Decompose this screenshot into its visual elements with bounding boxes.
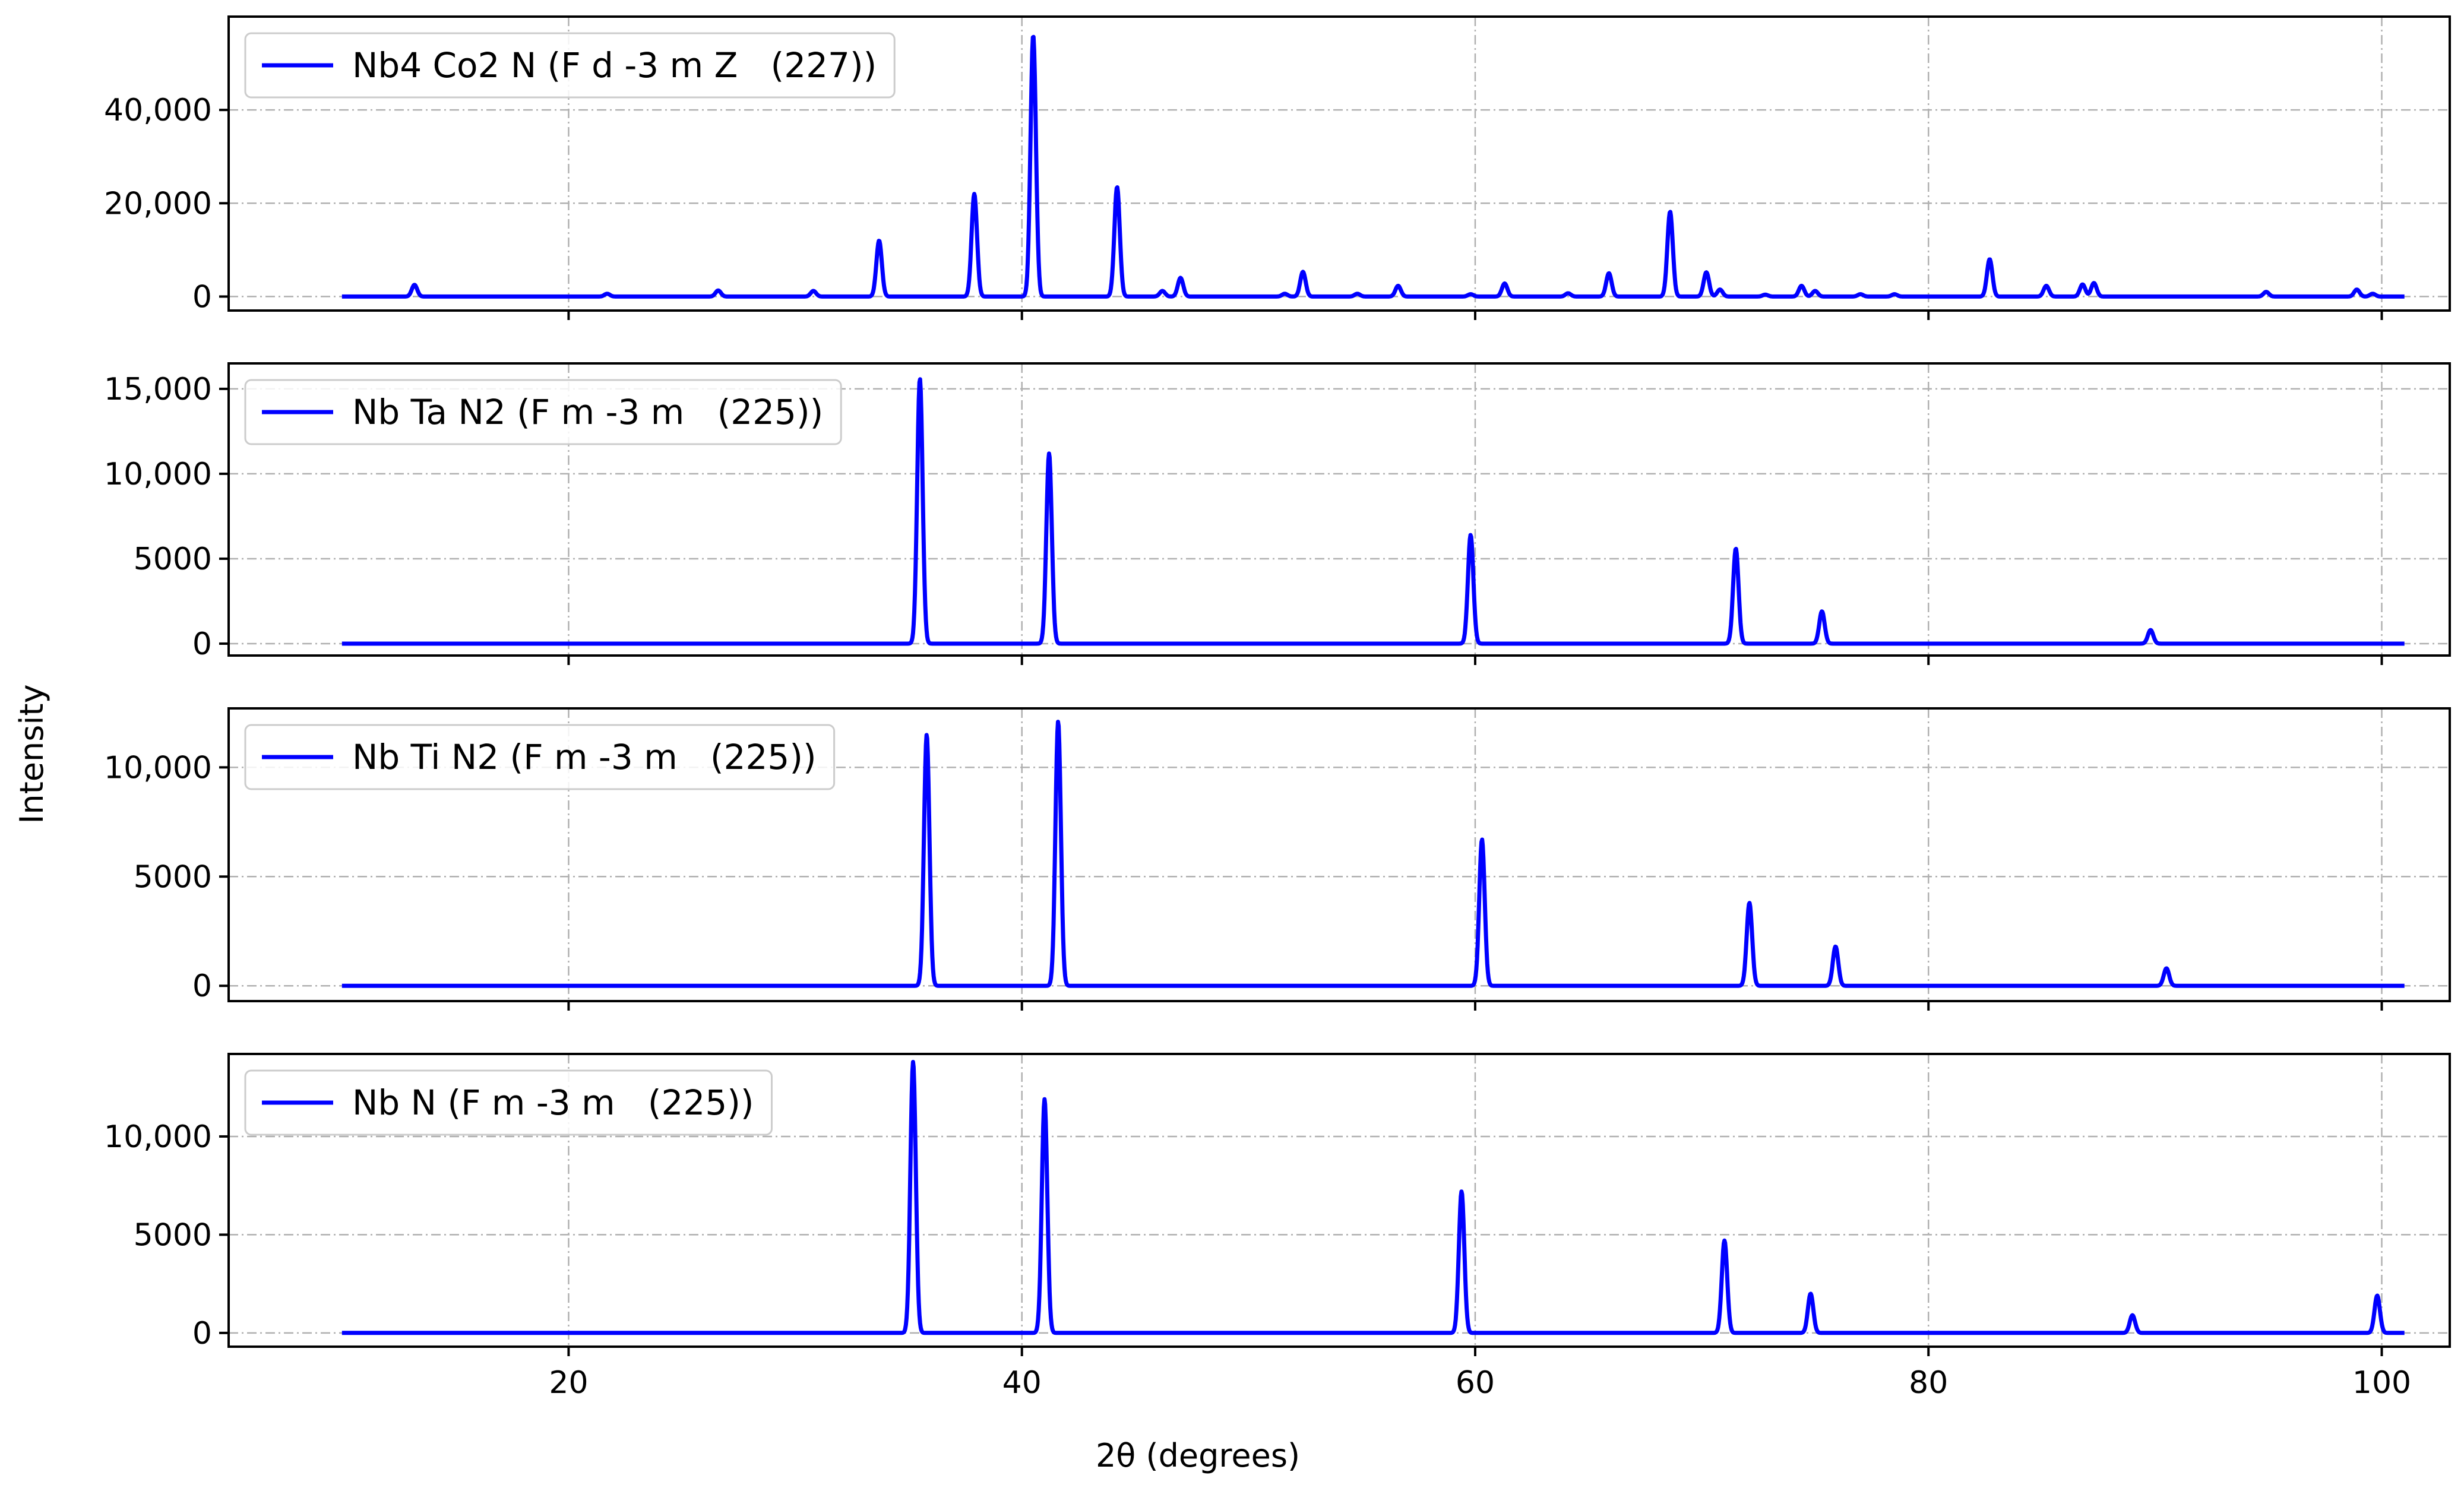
y-tick-label: 20,000 [104,186,212,221]
legend-label: Nb4 Co2 N (F d -3 m Z (227)) [352,45,877,86]
y-tick-label: 10,000 [104,457,212,492]
series-line [340,377,2406,646]
y-tick-label: 0 [192,968,212,1004]
legend-label: Nb N (F m -3 m (225)) [352,1082,754,1123]
x-tick-label: 40 [1002,1365,1042,1401]
legend-frame [244,32,896,99]
y-tick-label: 15,000 [104,372,212,407]
x-tick-label: 80 [1909,1365,1948,1401]
y-tick-label: 0 [192,1316,212,1351]
legend-label: Nb Ti N2 (F m -3 m (225)) [352,737,817,777]
y-tick-label: 0 [192,626,212,662]
y-tick-label: 5000 [134,859,212,895]
x-tick-label: 100 [2352,1365,2411,1401]
series-line [340,34,2406,299]
x-tick-label: 60 [1456,1365,1495,1401]
legend-frame [244,379,842,445]
series-line [340,1060,2406,1335]
y-tick-label: 10,000 [104,750,212,786]
x-axis-label: 2θ (degrees) [1096,1437,1300,1474]
y-tick-label: 10,000 [104,1119,212,1155]
series-line [340,720,2406,988]
y-tick-label: 5000 [134,1217,212,1253]
x-tick-label: 20 [549,1365,588,1401]
panel-3: 0 5000 10,000 Nb Ti N2 (F m -3 m (225)) [104,707,2451,1011]
legend: Nb N (F m -3 m (225)) [244,1069,773,1136]
legend-frame [244,1069,773,1136]
legend-frame [244,724,836,790]
legend: Nb Ti N2 (F m -3 m (225)) [244,724,836,790]
legend-label: Nb Ta N2 (F m -3 m (225)) [352,392,823,432]
panel-1: 0 20,000 40,000 Nb4 Co2 N (F d -3 m Z (227)… [104,15,2451,320]
y-tick-label: 0 [192,279,212,315]
panel-2: 0 5000 10,000 15,000 Nb Ta N2 (F m -3 m (225… [104,362,2451,665]
panel-frame [227,15,2451,312]
panel-frame [227,362,2451,657]
panel-4: 0 5000 10,000 20 40 60 80 100 Nb N (F m -3 m (22… [104,1053,2451,1401]
legend: Nb Ta N2 (F m -3 m (225)) [244,379,842,445]
panel-frame [227,1053,2451,1348]
y-tick-label: 40,000 [104,93,212,128]
y-tick-label: 5000 [134,542,212,577]
panel-frame [227,707,2451,1002]
y-axis-label: Intensity [13,684,50,824]
legend: Nb4 Co2 N (F d -3 m Z (227)) [244,32,896,99]
